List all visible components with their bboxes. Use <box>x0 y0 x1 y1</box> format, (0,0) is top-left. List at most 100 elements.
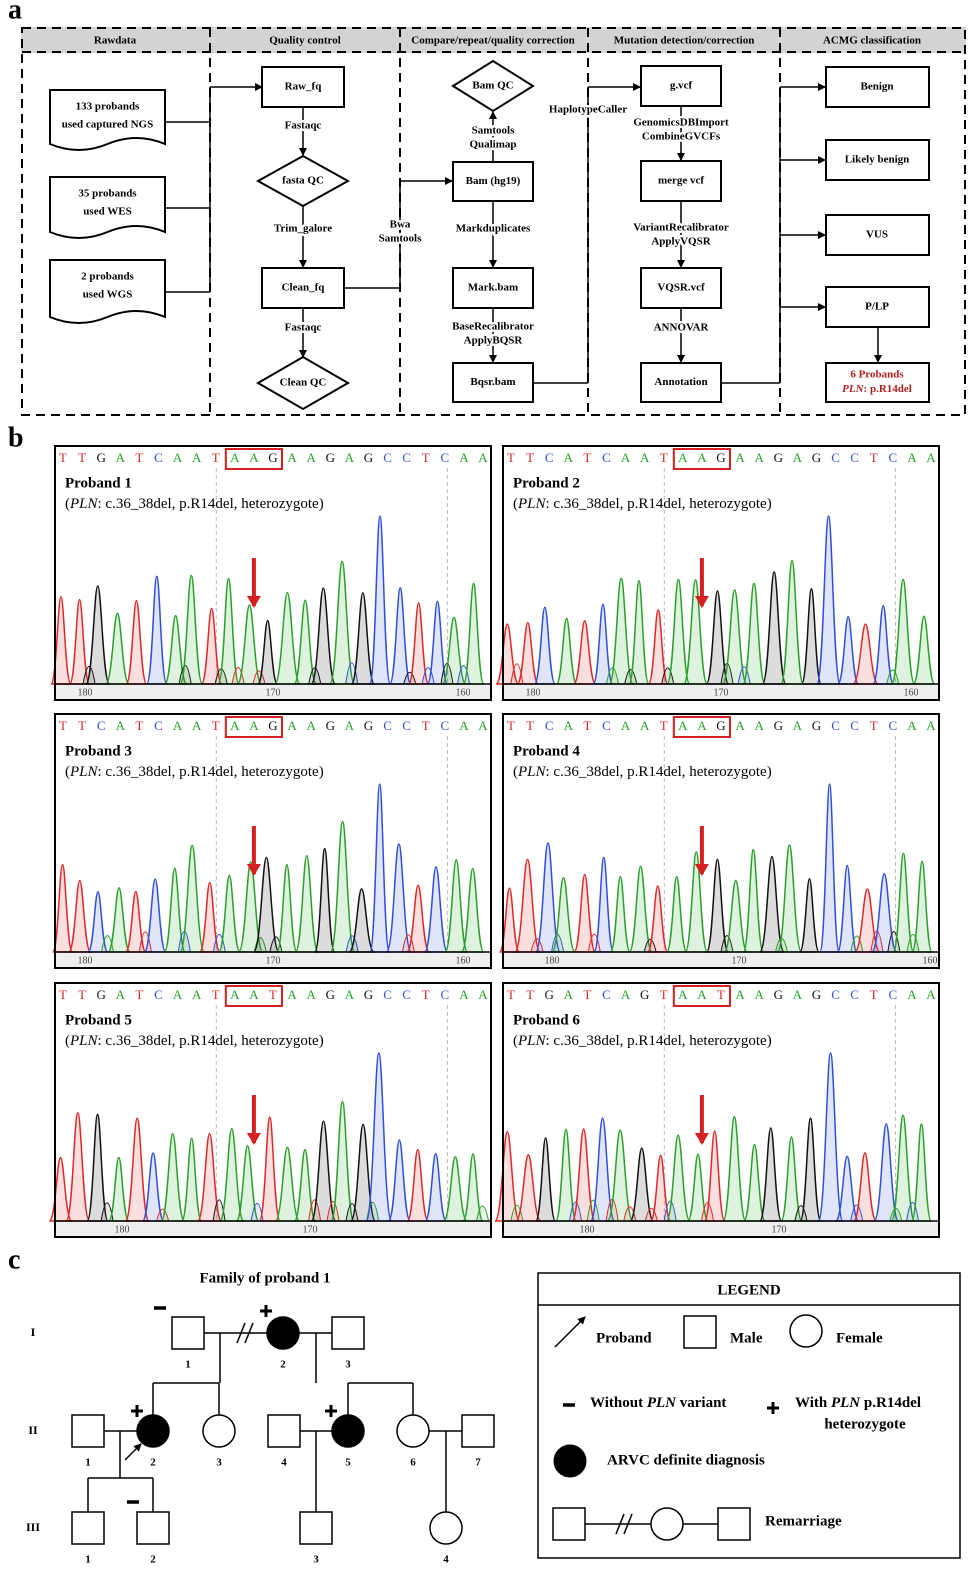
process-label: Bqsr.bam <box>470 376 515 388</box>
base-letter: T <box>212 718 220 733</box>
frame <box>21 27 966 416</box>
base-letter: A <box>249 987 259 1002</box>
base-letter: C <box>154 987 163 1002</box>
trace-peak <box>666 875 688 953</box>
base-letter: T <box>870 987 878 1002</box>
proband-title: Proband 1 <box>65 475 132 491</box>
variant-description: (PLN: c.36_38del, p.R14del, heterozygote… <box>65 1033 324 1049</box>
trace-peak <box>235 1145 260 1222</box>
trace-peak <box>160 1132 186 1222</box>
base-letter: A <box>478 987 488 1002</box>
base-letter: C <box>888 450 897 465</box>
base-letter: A <box>754 718 764 733</box>
position-label: 180 <box>78 955 93 966</box>
legend-text: Male <box>730 1330 763 1346</box>
position-label: 170 <box>772 1224 787 1235</box>
tool-label: ApplyBQSR <box>464 335 524 347</box>
trace-peak <box>592 603 614 685</box>
base-letter: G <box>774 987 783 1002</box>
input-text: 133 probands <box>76 101 140 113</box>
position-label: 170 <box>732 955 747 966</box>
class-box <box>825 286 930 328</box>
text-part: ( <box>513 1033 518 1049</box>
male-symbol <box>267 1414 301 1448</box>
tool-label: BaseRecalibrator <box>452 321 534 333</box>
trace-peak <box>871 872 898 953</box>
connector <box>615 1513 625 1535</box>
male-symbol <box>71 1414 105 1448</box>
process-box <box>261 267 345 309</box>
variant-box <box>224 985 283 1007</box>
trace-peak <box>51 863 74 953</box>
process-label: Raw_fq <box>285 81 323 93</box>
trace-peak <box>606 1129 634 1222</box>
text-part: ( <box>513 496 518 512</box>
base-letter: A <box>459 987 469 1002</box>
base-letter: C <box>831 718 840 733</box>
trace-peak <box>310 587 337 685</box>
trace-peak <box>551 876 576 953</box>
position-label: 170 <box>266 687 281 698</box>
trace-peak <box>852 623 879 685</box>
generation-label: I <box>31 1325 36 1339</box>
trace-peak <box>628 865 653 953</box>
trace-peak <box>911 860 933 953</box>
text-part: : c.36_38del, p.R14del, heterozygote) <box>98 496 324 512</box>
chromatogram-frame <box>502 713 940 969</box>
column-title: Mutation detection/correction <box>614 35 755 47</box>
process-box <box>640 160 722 202</box>
class-label: VUS <box>866 229 888 241</box>
panel-label: a <box>8 0 22 25</box>
trace-peak <box>799 1117 822 1222</box>
trace-peak <box>294 854 319 953</box>
female-symbol <box>789 1314 823 1348</box>
trace-peak <box>799 878 820 953</box>
qc-label: Clean QC <box>280 377 327 389</box>
base-letter: G <box>326 987 335 1002</box>
base-letter: A <box>459 450 469 465</box>
base-letter: A <box>192 718 202 733</box>
trace-peak <box>852 1152 877 1222</box>
trace-peak <box>647 609 669 685</box>
trace-peak <box>515 1154 542 1222</box>
trace-peak <box>817 1052 844 1222</box>
base-letter: G <box>364 718 373 733</box>
chromatogram-frame <box>54 445 492 701</box>
base-letter: T <box>78 987 86 1002</box>
text-part: : c.36_38del, p.R14del, heterozygote) <box>546 764 772 780</box>
class-label: Benign <box>860 81 893 93</box>
trace-peak <box>143 878 167 953</box>
variant-box <box>672 985 731 1007</box>
trace-peak <box>68 598 91 685</box>
trace-peak <box>125 599 148 685</box>
text-part: ( <box>65 496 70 512</box>
result-box <box>825 362 930 403</box>
trace-peak <box>252 856 280 953</box>
base-letter: T <box>583 987 591 1002</box>
base-letter: A <box>230 718 240 733</box>
base-letter: T <box>422 450 430 465</box>
base-letter: G <box>96 450 105 465</box>
male-symbol <box>717 1507 751 1541</box>
base-letter: A <box>678 718 688 733</box>
trace-peak <box>408 602 430 685</box>
base-letter: T <box>660 987 668 1002</box>
column-title: Quality control <box>269 35 341 47</box>
base-letter: A <box>287 987 297 1002</box>
base-letter: C <box>383 450 392 465</box>
process-label: Annotation <box>654 376 707 388</box>
base-letter: T <box>422 718 430 733</box>
text-part: : c.36_38del, p.R14del, heterozygote) <box>98 764 324 780</box>
trace-peak <box>593 856 615 953</box>
position-strip <box>56 685 490 699</box>
base-letter: T <box>717 987 725 1002</box>
proband-arrow <box>124 1443 142 1461</box>
trace-peak <box>87 891 109 953</box>
base-letter: A <box>478 450 488 465</box>
base-letter: G <box>364 987 373 1002</box>
trace-peak <box>330 1100 355 1222</box>
text-part: PLN <box>517 496 547 512</box>
trace-peak <box>125 890 147 953</box>
base-letter: C <box>888 718 897 733</box>
base-letter: A <box>345 718 355 733</box>
